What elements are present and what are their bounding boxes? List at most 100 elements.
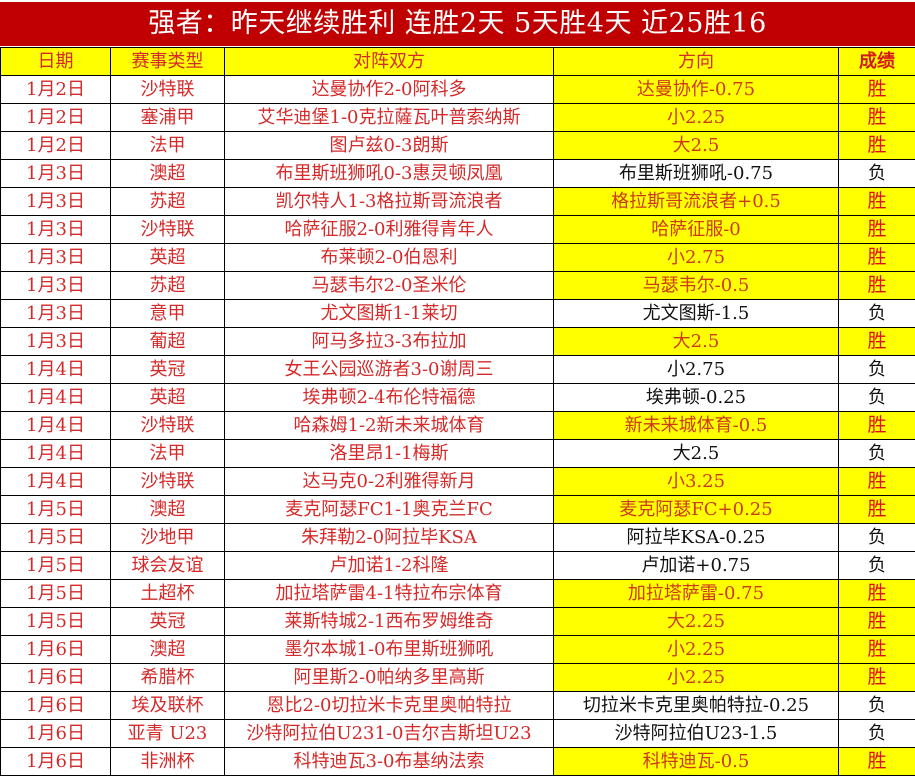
date-cell: 1月6日	[0, 635, 111, 664]
result-cell: 负	[838, 691, 915, 720]
type-cell: 塞浦甲	[110, 103, 225, 132]
match-cell: 尤文图斯1-1莱切	[224, 299, 554, 328]
direction-cell: 加拉塔萨雷-0.75	[553, 579, 839, 608]
type-cell: 英冠	[110, 355, 225, 384]
date-cell: 1月5日	[0, 607, 111, 636]
type-cell: 埃及联杯	[110, 691, 225, 720]
direction-cell: 大2.5	[553, 439, 839, 468]
type-cell: 土超杯	[110, 579, 225, 608]
match-cell: 布里斯班狮吼0-3惠灵顿凤凰	[224, 159, 554, 188]
direction-cell: 切拉米卡克里奥帕特拉-0.25	[553, 691, 839, 720]
date-cell: 1月6日	[0, 747, 111, 776]
direction-cell: 格拉斯哥流浪者+0.5	[553, 187, 839, 216]
result-cell: 胜	[838, 103, 915, 132]
table-row: 1月5日 澳超 麦克阿瑟FC1-1奥克兰FC 麦克阿瑟FC+0.25 胜	[0, 495, 915, 524]
type-cell: 法甲	[110, 131, 225, 160]
result-cell: 胜	[838, 327, 915, 356]
date-cell: 1月4日	[0, 439, 111, 468]
date-cell: 1月3日	[0, 159, 111, 188]
type-cell: 澳超	[110, 159, 225, 188]
date-cell: 1月5日	[0, 551, 111, 580]
table-row: 1月3日 澳超 布里斯班狮吼0-3惠灵顿凤凰 布里斯班狮吼-0.75 负	[0, 159, 915, 188]
date-cell: 1月2日	[0, 131, 111, 160]
direction-cell: 小2.75	[553, 243, 839, 272]
date-cell: 1月6日	[0, 719, 111, 748]
table-row: 1月2日 法甲 图卢兹0-3朗斯 大2.5 胜	[0, 131, 915, 160]
match-cell: 达马克0-2利雅得新月	[224, 467, 554, 496]
result-cell: 胜	[838, 215, 915, 244]
result-cell: 负	[838, 299, 915, 328]
table-row: 1月3日 苏超 马瑟韦尔2-0圣米伦 马瑟韦尔-0.5 胜	[0, 271, 915, 300]
date-cell: 1月3日	[0, 243, 111, 272]
type-cell: 沙地甲	[110, 523, 225, 552]
date-cell: 1月4日	[0, 411, 111, 440]
header-match: 对阵双方	[224, 47, 554, 76]
type-cell: 英冠	[110, 607, 225, 636]
direction-cell: 马瑟韦尔-0.5	[553, 271, 839, 300]
type-cell: 非洲杯	[110, 747, 225, 776]
result-cell: 胜	[838, 411, 915, 440]
type-cell: 亚青 U23	[110, 719, 225, 748]
date-cell: 1月5日	[0, 495, 111, 524]
result-cell: 负	[838, 551, 915, 580]
match-cell: 卢加诺1-2科隆	[224, 551, 554, 580]
type-cell: 沙特联	[110, 75, 225, 104]
match-cell: 艾华迪堡1-0克拉薩瓦叶普索纳斯	[224, 103, 554, 132]
match-cell: 埃弗顿2-4布伦特福德	[224, 383, 554, 412]
direction-cell: 科特迪瓦-0.5	[553, 747, 839, 776]
table-row: 1月4日 法甲 洛里昂1-1梅斯 大2.5 负	[0, 439, 915, 468]
match-cell: 女王公园巡游者3-0谢周三	[224, 355, 554, 384]
table-row: 1月5日 英冠 莱斯特城2-1西布罗姆维奇 大2.25 胜	[0, 607, 915, 636]
direction-cell: 大2.5	[553, 131, 839, 160]
result-cell: 负	[838, 159, 915, 188]
direction-cell: 哈萨征服-0	[553, 215, 839, 244]
result-cell: 胜	[838, 747, 915, 776]
page-title: 强者：昨天继续胜利 连胜2天 5天胜4天 近25胜16	[0, 2, 915, 46]
type-cell: 澳超	[110, 495, 225, 524]
match-cell: 麦克阿瑟FC1-1奥克兰FC	[224, 495, 554, 524]
direction-cell: 卢加诺+0.75	[553, 551, 839, 580]
table-row: 1月3日 苏超 凯尔特人1-3格拉斯哥流浪者 格拉斯哥流浪者+0.5 胜	[0, 187, 915, 216]
match-cell: 马瑟韦尔2-0圣米伦	[224, 271, 554, 300]
match-cell: 沙特阿拉伯U231-0吉尔吉斯坦U23	[224, 719, 554, 748]
header-type: 赛事类型	[110, 47, 225, 76]
match-cell: 达曼协作2-0阿科多	[224, 75, 554, 104]
match-cell: 恩比2-0切拉米卡克里奥帕特拉	[224, 691, 554, 720]
type-cell: 球会友谊	[110, 551, 225, 580]
table-row: 1月5日 沙地甲 朱拜勒2-0阿拉毕KSA 阿拉毕KSA-0.25 负	[0, 523, 915, 552]
date-cell: 1月3日	[0, 215, 111, 244]
results-table: 日期 赛事类型 对阵双方 方向 成绩 1月2日 沙特联 达曼协作2-0阿科多 达曼协作…	[0, 47, 915, 776]
match-cell: 科特迪瓦3-0布基纳法索	[224, 747, 554, 776]
match-cell: 哈萨征服2-0利雅得青年人	[224, 215, 554, 244]
match-cell: 布莱顿2-0伯恩利	[224, 243, 554, 272]
date-cell: 1月5日	[0, 579, 111, 608]
match-cell: 图卢兹0-3朗斯	[224, 131, 554, 160]
result-cell: 胜	[838, 131, 915, 160]
result-cell: 负	[838, 523, 915, 552]
table-row: 1月2日 沙特联 达曼协作2-0阿科多 达曼协作-0.75 胜	[0, 75, 915, 104]
type-cell: 英超	[110, 243, 225, 272]
result-cell: 负	[838, 439, 915, 468]
table-row: 1月5日 球会友谊 卢加诺1-2科隆 卢加诺+0.75 负	[0, 551, 915, 580]
date-cell: 1月3日	[0, 299, 111, 328]
match-cell: 哈森姆1-2新未来城体育	[224, 411, 554, 440]
type-cell: 希腊杯	[110, 663, 225, 692]
date-cell: 1月2日	[0, 103, 111, 132]
date-cell: 1月3日	[0, 271, 111, 300]
header-date: 日期	[0, 47, 111, 76]
date-cell: 1月6日	[0, 663, 111, 692]
table-row: 1月3日 意甲 尤文图斯1-1莱切 尤文图斯-1.5 负	[0, 299, 915, 328]
direction-cell: 布里斯班狮吼-0.75	[553, 159, 839, 188]
table-row: 1月6日 希腊杯 阿里斯2-0帕纳多里高斯 小2.25 胜	[0, 663, 915, 692]
direction-cell: 小2.25	[553, 635, 839, 664]
type-cell: 沙特联	[110, 411, 225, 440]
direction-cell: 尤文图斯-1.5	[553, 299, 839, 328]
table-row: 1月4日 英冠 女王公园巡游者3-0谢周三 小2.75 负	[0, 355, 915, 384]
date-cell: 1月4日	[0, 383, 111, 412]
type-cell: 澳超	[110, 635, 225, 664]
type-cell: 法甲	[110, 439, 225, 468]
match-cell: 洛里昂1-1梅斯	[224, 439, 554, 468]
result-cell: 胜	[838, 271, 915, 300]
match-cell: 加拉塔萨雷4-1特拉布宗体育	[224, 579, 554, 608]
result-cell: 胜	[838, 495, 915, 524]
